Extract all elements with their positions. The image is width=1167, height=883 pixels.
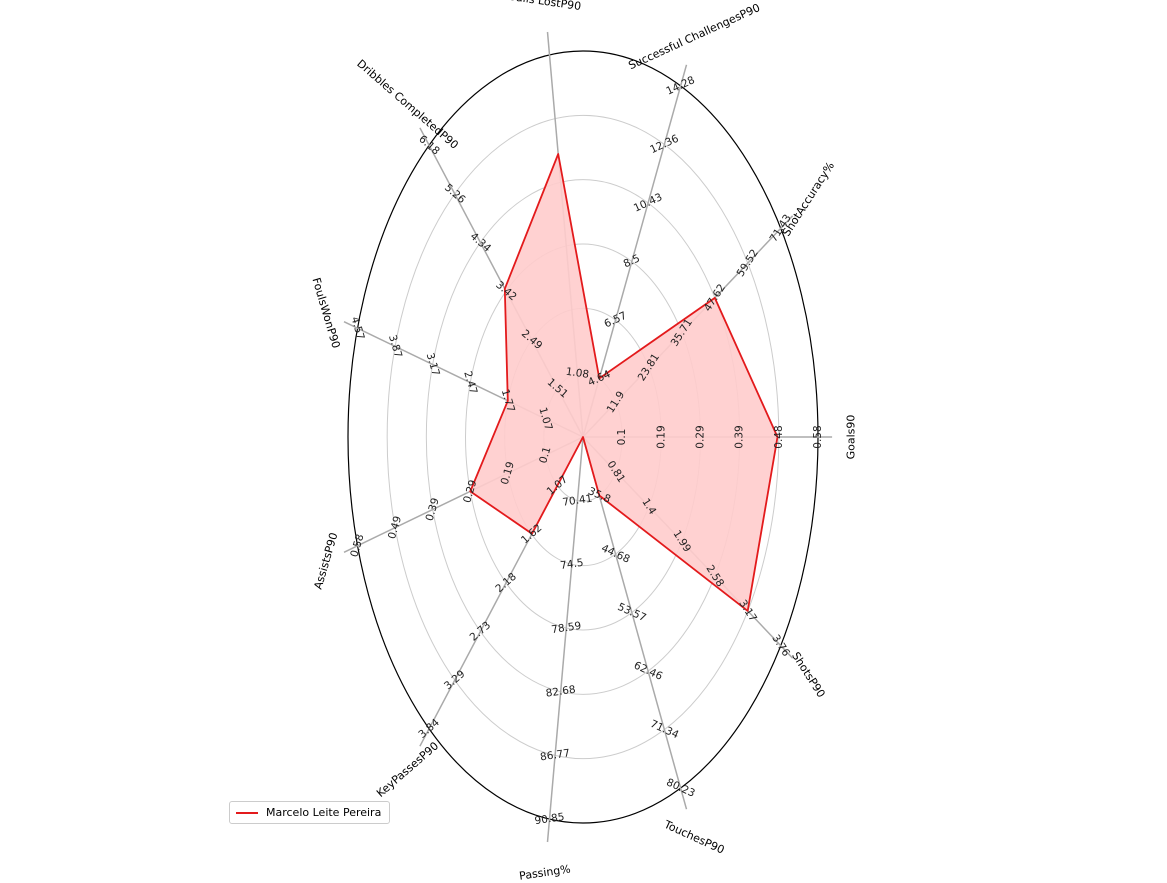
tick-label: 82.68 — [545, 684, 576, 700]
tick-label: 74.5 — [559, 557, 584, 572]
tick-label: 0.58 — [348, 533, 366, 559]
tick-label: 0.19 — [655, 425, 667, 448]
tick-label: 3.29 — [442, 668, 468, 692]
tick-label: 1.08 — [565, 366, 590, 381]
axis-label: Passing% — [518, 862, 571, 882]
tick-label: 3.84 — [416, 716, 442, 741]
axis-label: Goals90 — [844, 415, 857, 460]
axis-spoke — [546, 436, 584, 843]
axis-label: FoulsWonP90 — [309, 276, 342, 350]
axis-label: Balls LostP90 — [508, 0, 582, 13]
legend-line-swatch — [236, 811, 258, 814]
axis-label: ShotsP90 — [789, 650, 828, 700]
radar-data — [469, 153, 779, 612]
tick-label: 10.43 — [632, 191, 664, 214]
tick-label: 0.1 — [616, 429, 628, 446]
tick-label: 90.85 — [534, 811, 565, 827]
tick-label: 0.39 — [734, 425, 746, 448]
axis-label: KeyPassesP90 — [374, 739, 441, 800]
tick-label: 2.73 — [468, 619, 494, 643]
tick-label: 6.57 — [602, 310, 628, 331]
tick-label: 3.87 — [386, 333, 404, 359]
legend: Marcelo Leite Pereira — [229, 801, 391, 824]
axis-label: Dribbles CompletedP90 — [354, 57, 461, 152]
tick-label: 44.68 — [599, 542, 631, 565]
tick-label: 0.48 — [773, 425, 785, 448]
axis-label: TouchesP90 — [661, 818, 726, 857]
tick-label: 0.1 — [537, 445, 553, 464]
tick-label: 86.77 — [539, 747, 570, 763]
radar-grid — [343, 31, 833, 843]
tick-label: 78.59 — [551, 620, 582, 636]
tick-label: 0.29 — [695, 425, 707, 448]
axis-label: AssistsP90 — [312, 531, 341, 591]
tick-label: 2.47 — [461, 370, 479, 396]
tick-label: 53.57 — [616, 601, 648, 624]
series-polygon — [469, 153, 779, 612]
axis-label: ShotAccuracy% — [780, 160, 837, 239]
legend-series-name: Marcelo Leite Pereira — [266, 806, 382, 819]
tick-label: 2.18 — [493, 571, 519, 595]
tick-label: 70.41 — [562, 493, 593, 509]
tick-label: 0.58 — [812, 425, 824, 448]
tick-label: 62.46 — [632, 659, 665, 683]
tick-label: 4.34 — [468, 230, 494, 255]
axis-spoke — [582, 436, 688, 810]
tick-label: 0.39 — [424, 497, 442, 523]
tick-label: 0.49 — [386, 515, 404, 541]
axis-label: Successful ChallengesP90 — [627, 1, 763, 72]
tick-label: 4.57 — [348, 315, 366, 341]
tick-label: 5.26 — [442, 182, 468, 207]
tick-label: 59.52 — [735, 247, 761, 279]
axis-spoke — [582, 64, 688, 438]
tick-label: 3.17 — [424, 352, 442, 378]
